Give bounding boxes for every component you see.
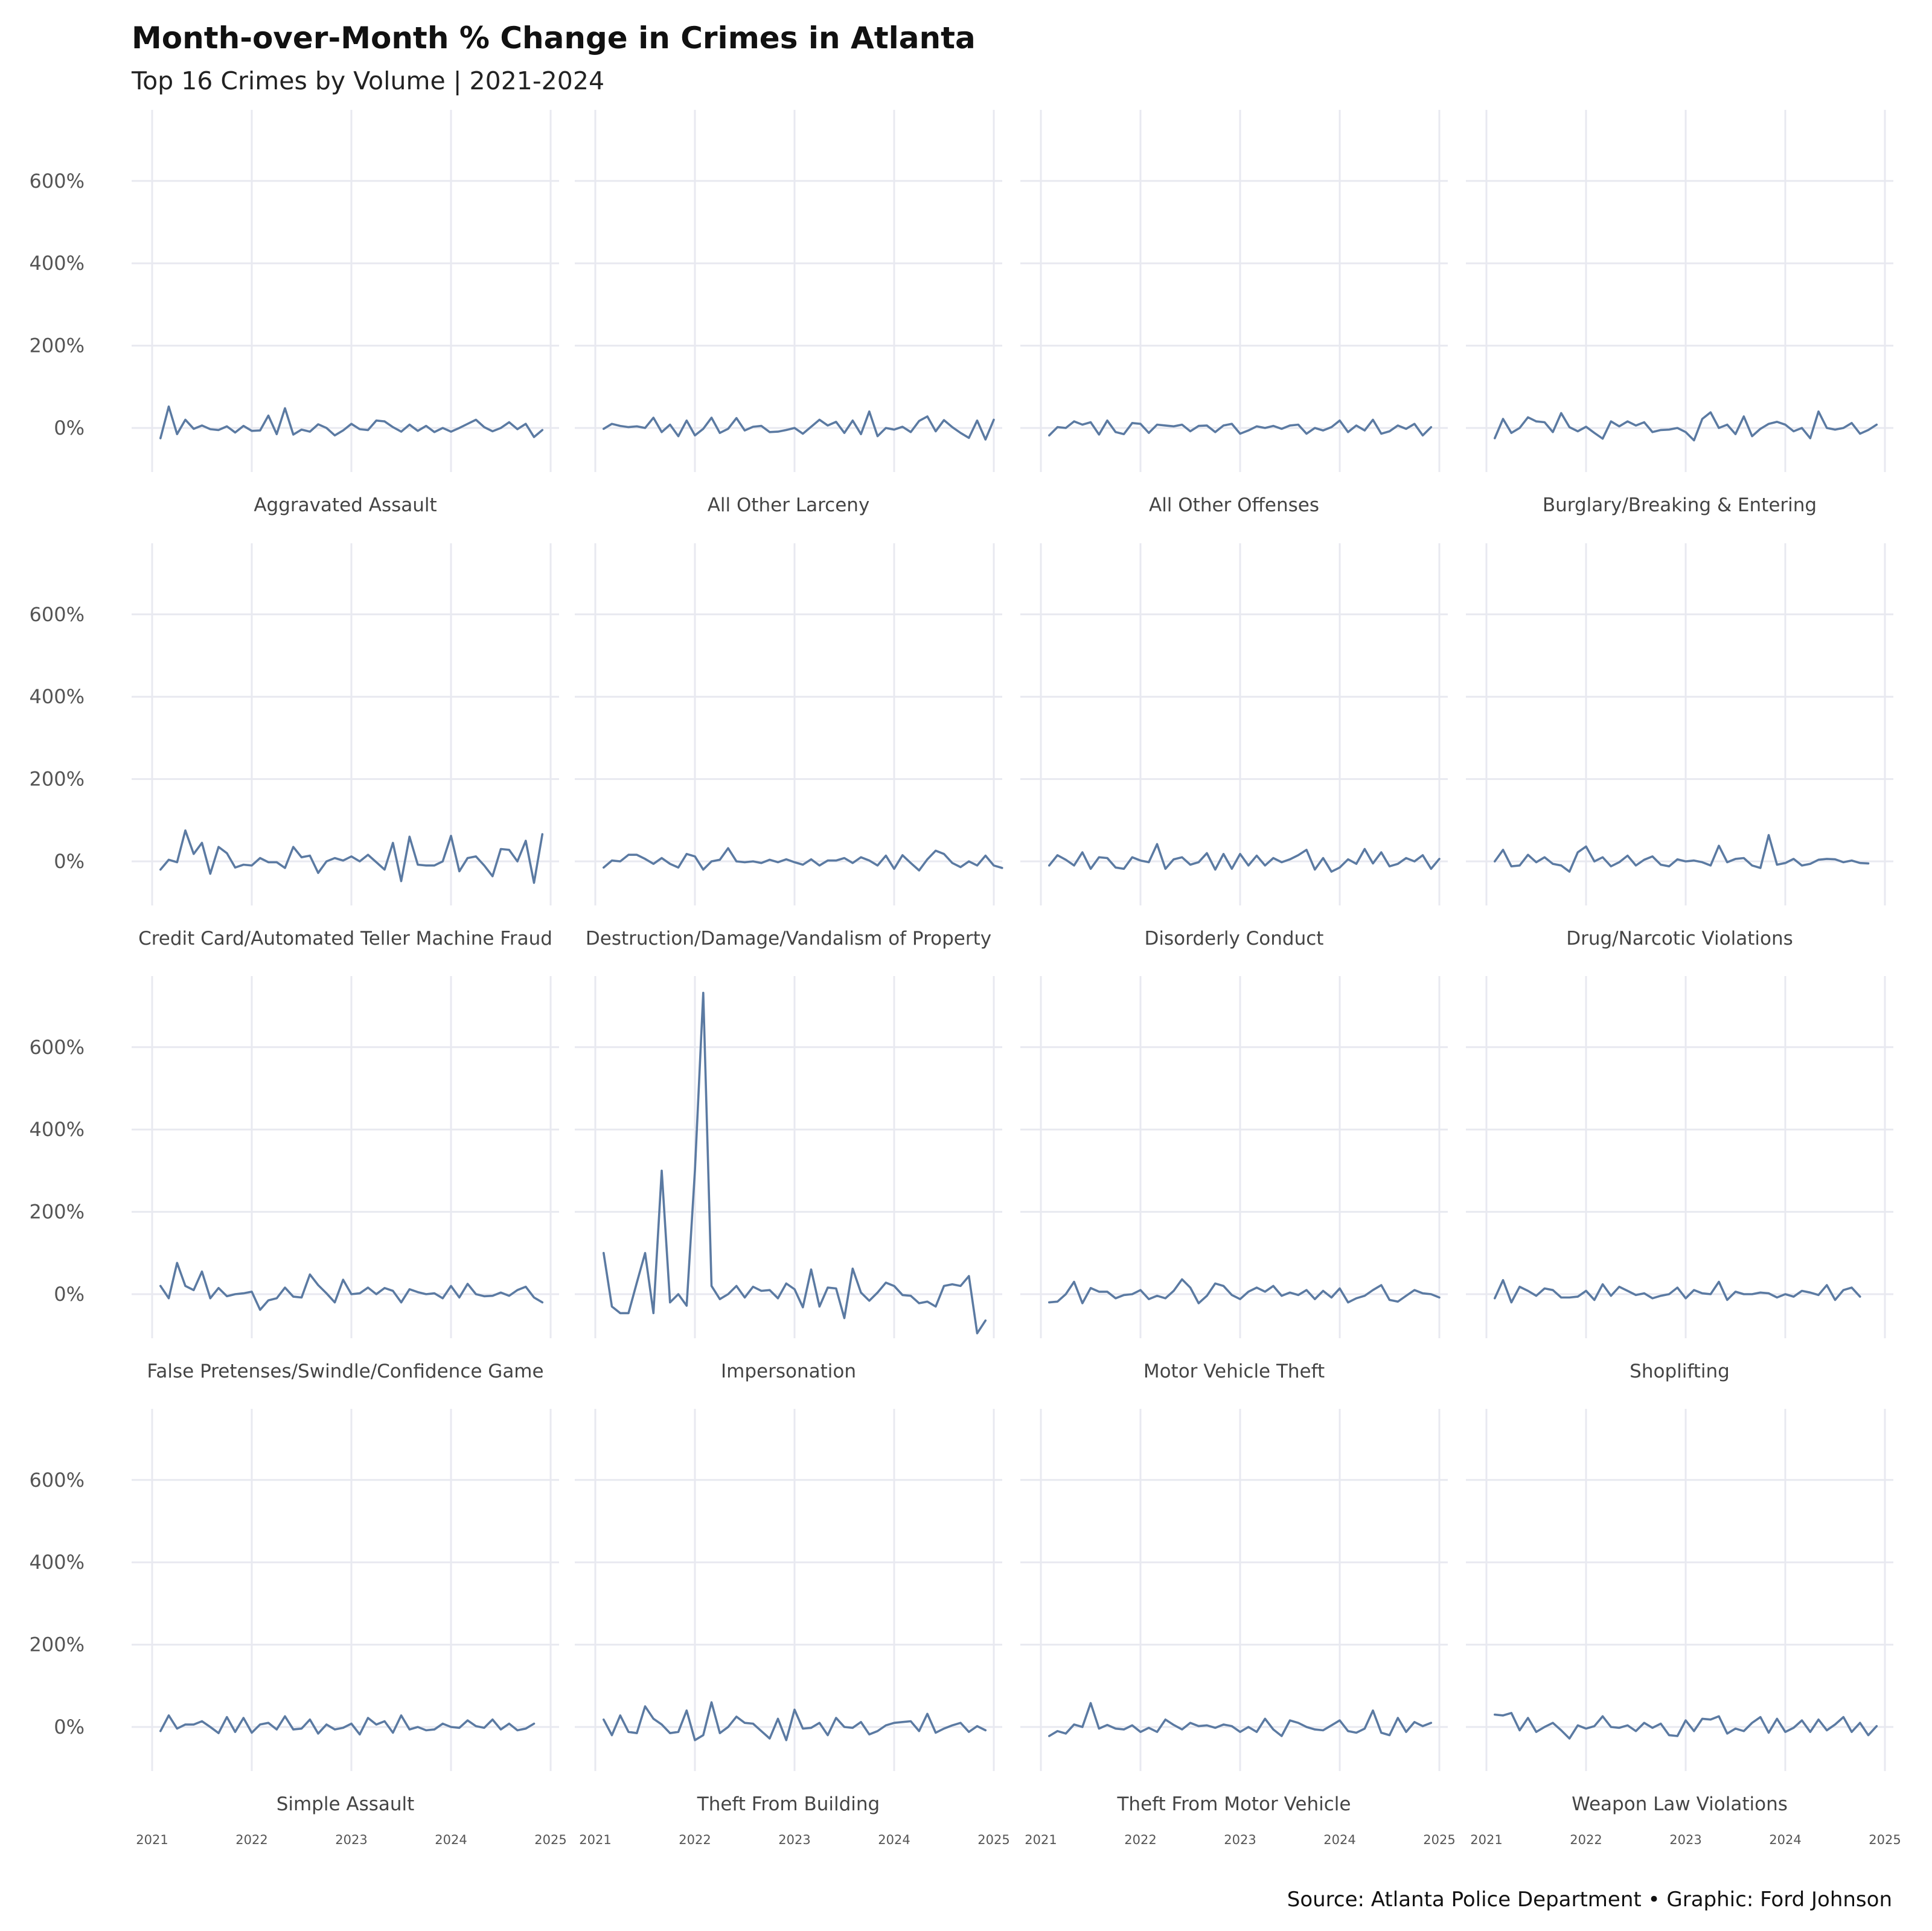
facet-panel: 0% 200% 400% 600% Simple Assault 2021 2022 2023… [30,1409,567,1847]
x-tick-label: 2022 [1124,1833,1156,1847]
y-tick-label: 0% [54,1283,85,1306]
y-tick-label: 600% [30,1469,85,1492]
y-tick-label: 400% [30,685,85,708]
y-tick-label: 400% [30,1551,85,1574]
x-tick-label: 2022 [679,1833,711,1847]
series-line [1494,410,1878,442]
x-tick-label: 2021 [579,1833,611,1847]
facet-panel: Burglary/Breaking & Entering [1466,110,1893,516]
series-line [159,1262,544,1311]
x-tick-label: 2022 [1570,1833,1602,1847]
chart-title: Month-over-Month % Change in Crimes in A… [132,21,976,56]
facet-label: Drug/Narcotic Violations [1566,928,1793,950]
x-tick-label: 2022 [235,1833,267,1847]
y-tick-label: 0% [54,417,85,439]
facet-panel: 0% 200% 400% 600% Credit Card/Automated Tell… [30,543,559,950]
facet-label: Theft From Building [697,1793,880,1815]
facet-label: All Other Offenses [1149,494,1319,516]
x-tick-label: 2023 [778,1833,810,1847]
series-line [1494,1279,1861,1304]
series-line [159,1714,536,1736]
facet-panel: Theft From Building 2021 2022 2023 2024 2025 [575,1409,1010,1847]
series-line [1048,1278,1441,1304]
facet-panel: Drug/Narcotic Violations [1466,543,1893,950]
y-tick-label: 200% [30,1201,85,1224]
series-line [159,829,544,884]
facet-label: Weapon Law Violations [1572,1793,1788,1815]
y-tick-label: 200% [30,1633,85,1656]
chart-caption: Source: Atlanta Police Department • Grap… [1287,1888,1892,1912]
facet-panel: 0% 200% 400% 600% False Pretenses/Swindle/Co… [30,976,559,1382]
facet-label: Motor Vehicle Theft [1144,1361,1325,1382]
facet-panel: Destruction/Damage/Vandalism of Property [575,543,1003,950]
series-line [602,410,995,441]
x-tick-label: 2025 [1869,1833,1901,1847]
y-tick-label: 400% [30,252,85,275]
facet-label: Impersonation [721,1361,856,1382]
chart-subtitle: Top 16 Crimes by Volume | 2021-2024 [131,66,604,95]
y-tick-label: 600% [30,1036,85,1059]
series-line [159,405,544,439]
y-tick-label: 400% [30,1118,85,1141]
facet-panel: All Other Larceny [575,110,1002,516]
series-line [602,847,1003,872]
series-line [602,992,987,1335]
series-line [1048,843,1441,873]
facet-panel: Theft From Motor Vehicle 2021 2022 2023 2024… [1020,1409,1456,1847]
facet-panel: Impersonation [575,976,1002,1382]
facet-label: False Pretenses/Swindle/Confidence Game [147,1361,543,1382]
facet-label: Aggravated Assault [254,494,437,516]
x-tick-label: 2024 [435,1833,467,1847]
facet-panel: Disorderly Conduct [1020,543,1448,950]
x-tick-label: 2023 [335,1833,367,1847]
y-tick-label: 600% [30,603,85,626]
series-line [1494,1712,1878,1740]
series-line [1048,1702,1433,1737]
x-tick-label: 2023 [1224,1833,1256,1847]
facet-label: Disorderly Conduct [1145,928,1324,950]
series-line [1048,418,1433,437]
facet-label: Destruction/Damage/Vandalism of Property [586,928,991,950]
panels-layer: 0% 200% 400% 600% Aggravated Assault All Othe… [30,110,1901,1847]
facet-label: Shoplifting [1630,1361,1730,1382]
x-tick-label: 2024 [1769,1833,1801,1847]
x-tick-label: 2021 [1470,1833,1502,1847]
x-tick-label: 2024 [1323,1833,1355,1847]
x-tick-label: 2025 [977,1833,1009,1847]
series-line [602,1701,987,1741]
y-tick-label: 600% [30,170,85,193]
y-tick-label: 200% [30,334,85,357]
y-tick-label: 0% [54,1716,85,1738]
facet-label: Simple Assault [277,1793,415,1815]
x-tick-label: 2024 [878,1833,910,1847]
facet-label: Credit Card/Automated Teller Machine Fra… [138,928,552,950]
facet-label: All Other Larceny [708,494,870,516]
x-tick-label: 2021 [136,1833,168,1847]
y-tick-label: 0% [54,850,85,873]
facet-panel: All Other Offenses [1020,110,1448,516]
y-tick-label: 200% [30,768,85,791]
facet-label: Burglary/Breaking & Entering [1543,494,1817,516]
facet-panel: Weapon Law Violations 2021 2022 2023 2024 202… [1466,1409,1901,1847]
x-tick-label: 2025 [1423,1833,1455,1847]
x-tick-label: 2021 [1025,1833,1057,1847]
facet-panel: 0% 200% 400% 600% Aggravated Assault [30,110,559,516]
facet-panel: Shoplifting [1466,976,1893,1382]
facet-panel: Motor Vehicle Theft [1020,976,1448,1382]
series-line [1494,834,1870,873]
facet-label: Theft From Motor Vehicle [1117,1793,1351,1815]
x-tick-label: 2023 [1669,1833,1701,1847]
x-tick-label: 2025 [534,1833,566,1847]
